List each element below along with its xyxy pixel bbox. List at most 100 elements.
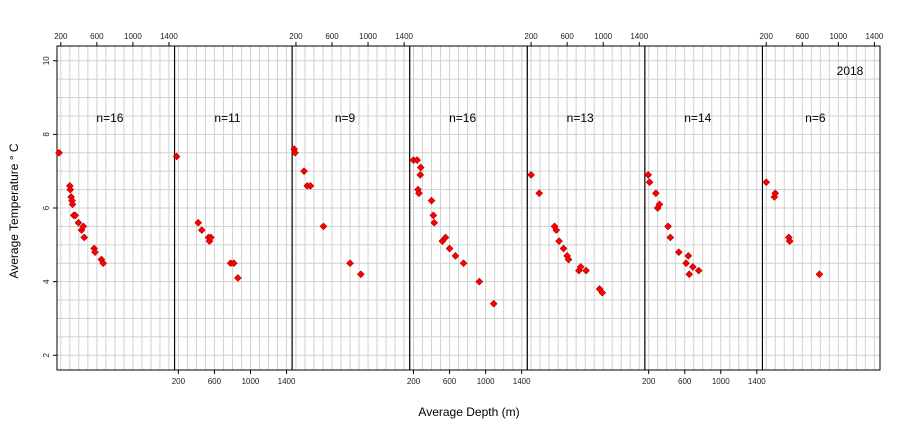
- data-point: [346, 259, 354, 268]
- x-tick-label: 1400: [630, 32, 648, 41]
- data-point: [664, 222, 672, 231]
- y-tick-label: 6: [42, 205, 51, 210]
- x-tick-label: 600: [325, 32, 339, 41]
- x-tick-label: 1000: [477, 377, 495, 386]
- y-axis-title: Average Temperature ° C: [7, 143, 21, 278]
- data-point: [306, 182, 315, 190]
- panels-layer: 200 600 1000 1400 n=16 200 600 1000 1400 n=11 200 6…: [54, 32, 884, 386]
- panel-n-label: n=9: [335, 111, 356, 125]
- data-point: [645, 178, 654, 187]
- data-point: [229, 259, 238, 268]
- data-point: [694, 266, 703, 275]
- panel: 200 600 1000 1400 n=14: [642, 45, 766, 386]
- data-point: [429, 211, 438, 220]
- data-point: [527, 171, 535, 179]
- x-tick-label: 600: [208, 377, 222, 386]
- y-tick-label: 4: [42, 279, 51, 284]
- data-point: [291, 148, 299, 157]
- data-point: [582, 266, 590, 275]
- data-point: [430, 218, 439, 227]
- data-point: [416, 171, 425, 179]
- panel: 200 600 1000 1400 n=11: [172, 45, 296, 386]
- x-tick-label: 200: [524, 32, 538, 41]
- data-point: [535, 189, 544, 198]
- data-point: [99, 259, 107, 268]
- panel-n-label: n=13: [567, 111, 594, 125]
- data-point: [80, 233, 89, 242]
- panel: 200 600 1000 1400 n=13: [524, 32, 649, 371]
- panel: 200 600 1000 1400 n=16: [54, 32, 178, 371]
- data-point: [666, 233, 675, 242]
- data-point: [234, 274, 242, 282]
- data-point: [68, 200, 77, 209]
- data-point: [71, 211, 80, 220]
- data-point: [415, 189, 423, 198]
- data-point: [576, 263, 585, 271]
- x-tick-label: 600: [560, 32, 574, 41]
- data-point: [559, 244, 568, 253]
- x-tick-label: 600: [678, 377, 692, 386]
- y-tick-label: 10: [42, 56, 51, 65]
- data-point: [815, 270, 824, 279]
- data-point: [357, 270, 365, 279]
- x-tick-label: 1400: [513, 377, 531, 386]
- y-tick-label: 2: [42, 352, 51, 357]
- data-point: [416, 163, 425, 172]
- data-point: [427, 196, 436, 205]
- data-point: [475, 277, 484, 286]
- data-point: [652, 189, 660, 198]
- data-point: [682, 259, 690, 268]
- x-tick-label: 1400: [278, 377, 296, 386]
- data-point: [74, 218, 83, 227]
- data-point: [684, 252, 693, 260]
- x-tick-label: 1400: [395, 32, 413, 41]
- panel: 200 600 1000 1400 n=9: [289, 32, 414, 371]
- panel-n-label: n=14: [684, 111, 711, 125]
- panel-n-label: n=11: [214, 111, 240, 125]
- panel-n-label: n=16: [96, 111, 123, 125]
- data-point: [194, 218, 203, 227]
- data-point: [197, 226, 206, 234]
- x-tick-label: 200: [407, 377, 421, 386]
- data-point: [598, 288, 607, 297]
- data-point: [564, 255, 573, 264]
- x-tick-label: 1000: [242, 377, 260, 386]
- y-axis: 2 4 6 8 10: [42, 56, 57, 357]
- panel-n-label: n=16: [449, 111, 476, 125]
- data-point: [762, 178, 771, 187]
- x-tick-label: 600: [90, 32, 104, 41]
- x-tick-label: 1400: [865, 32, 883, 41]
- data-point: [552, 226, 561, 234]
- x-tick-label: 200: [289, 32, 303, 41]
- x-axis-title: Average Depth (m): [418, 405, 519, 419]
- data-point: [655, 200, 664, 209]
- data-point: [675, 248, 683, 257]
- data-point: [206, 233, 215, 242]
- data-point: [785, 237, 794, 245]
- x-tick-label: 1000: [829, 32, 847, 41]
- y-tick-label: 8: [42, 132, 51, 137]
- data-point: [685, 270, 694, 279]
- x-tick-label: 600: [443, 377, 457, 386]
- x-tick-label: 1000: [712, 377, 730, 386]
- data-point: [459, 259, 468, 268]
- x-tick-label: 1400: [748, 377, 766, 386]
- x-tick-label: 200: [760, 32, 774, 41]
- data-point: [91, 248, 99, 257]
- data-point: [555, 237, 563, 245]
- panel-n-label: n=6: [805, 111, 826, 125]
- data-point: [451, 252, 460, 260]
- panel: 200 600 1000 1400 n=6 2018: [760, 32, 884, 371]
- x-tick-label: 200: [642, 377, 656, 386]
- data-point: [644, 171, 653, 179]
- x-tick-label: 1400: [160, 32, 178, 41]
- data-point: [79, 222, 88, 231]
- x-tick-label: 1000: [124, 32, 142, 41]
- x-tick-label: 200: [54, 32, 68, 41]
- panel-frame: [761, 45, 881, 371]
- data-point: [413, 156, 421, 164]
- x-tick-label: 1000: [594, 32, 612, 41]
- data-point: [689, 263, 697, 271]
- data-point: [55, 148, 63, 157]
